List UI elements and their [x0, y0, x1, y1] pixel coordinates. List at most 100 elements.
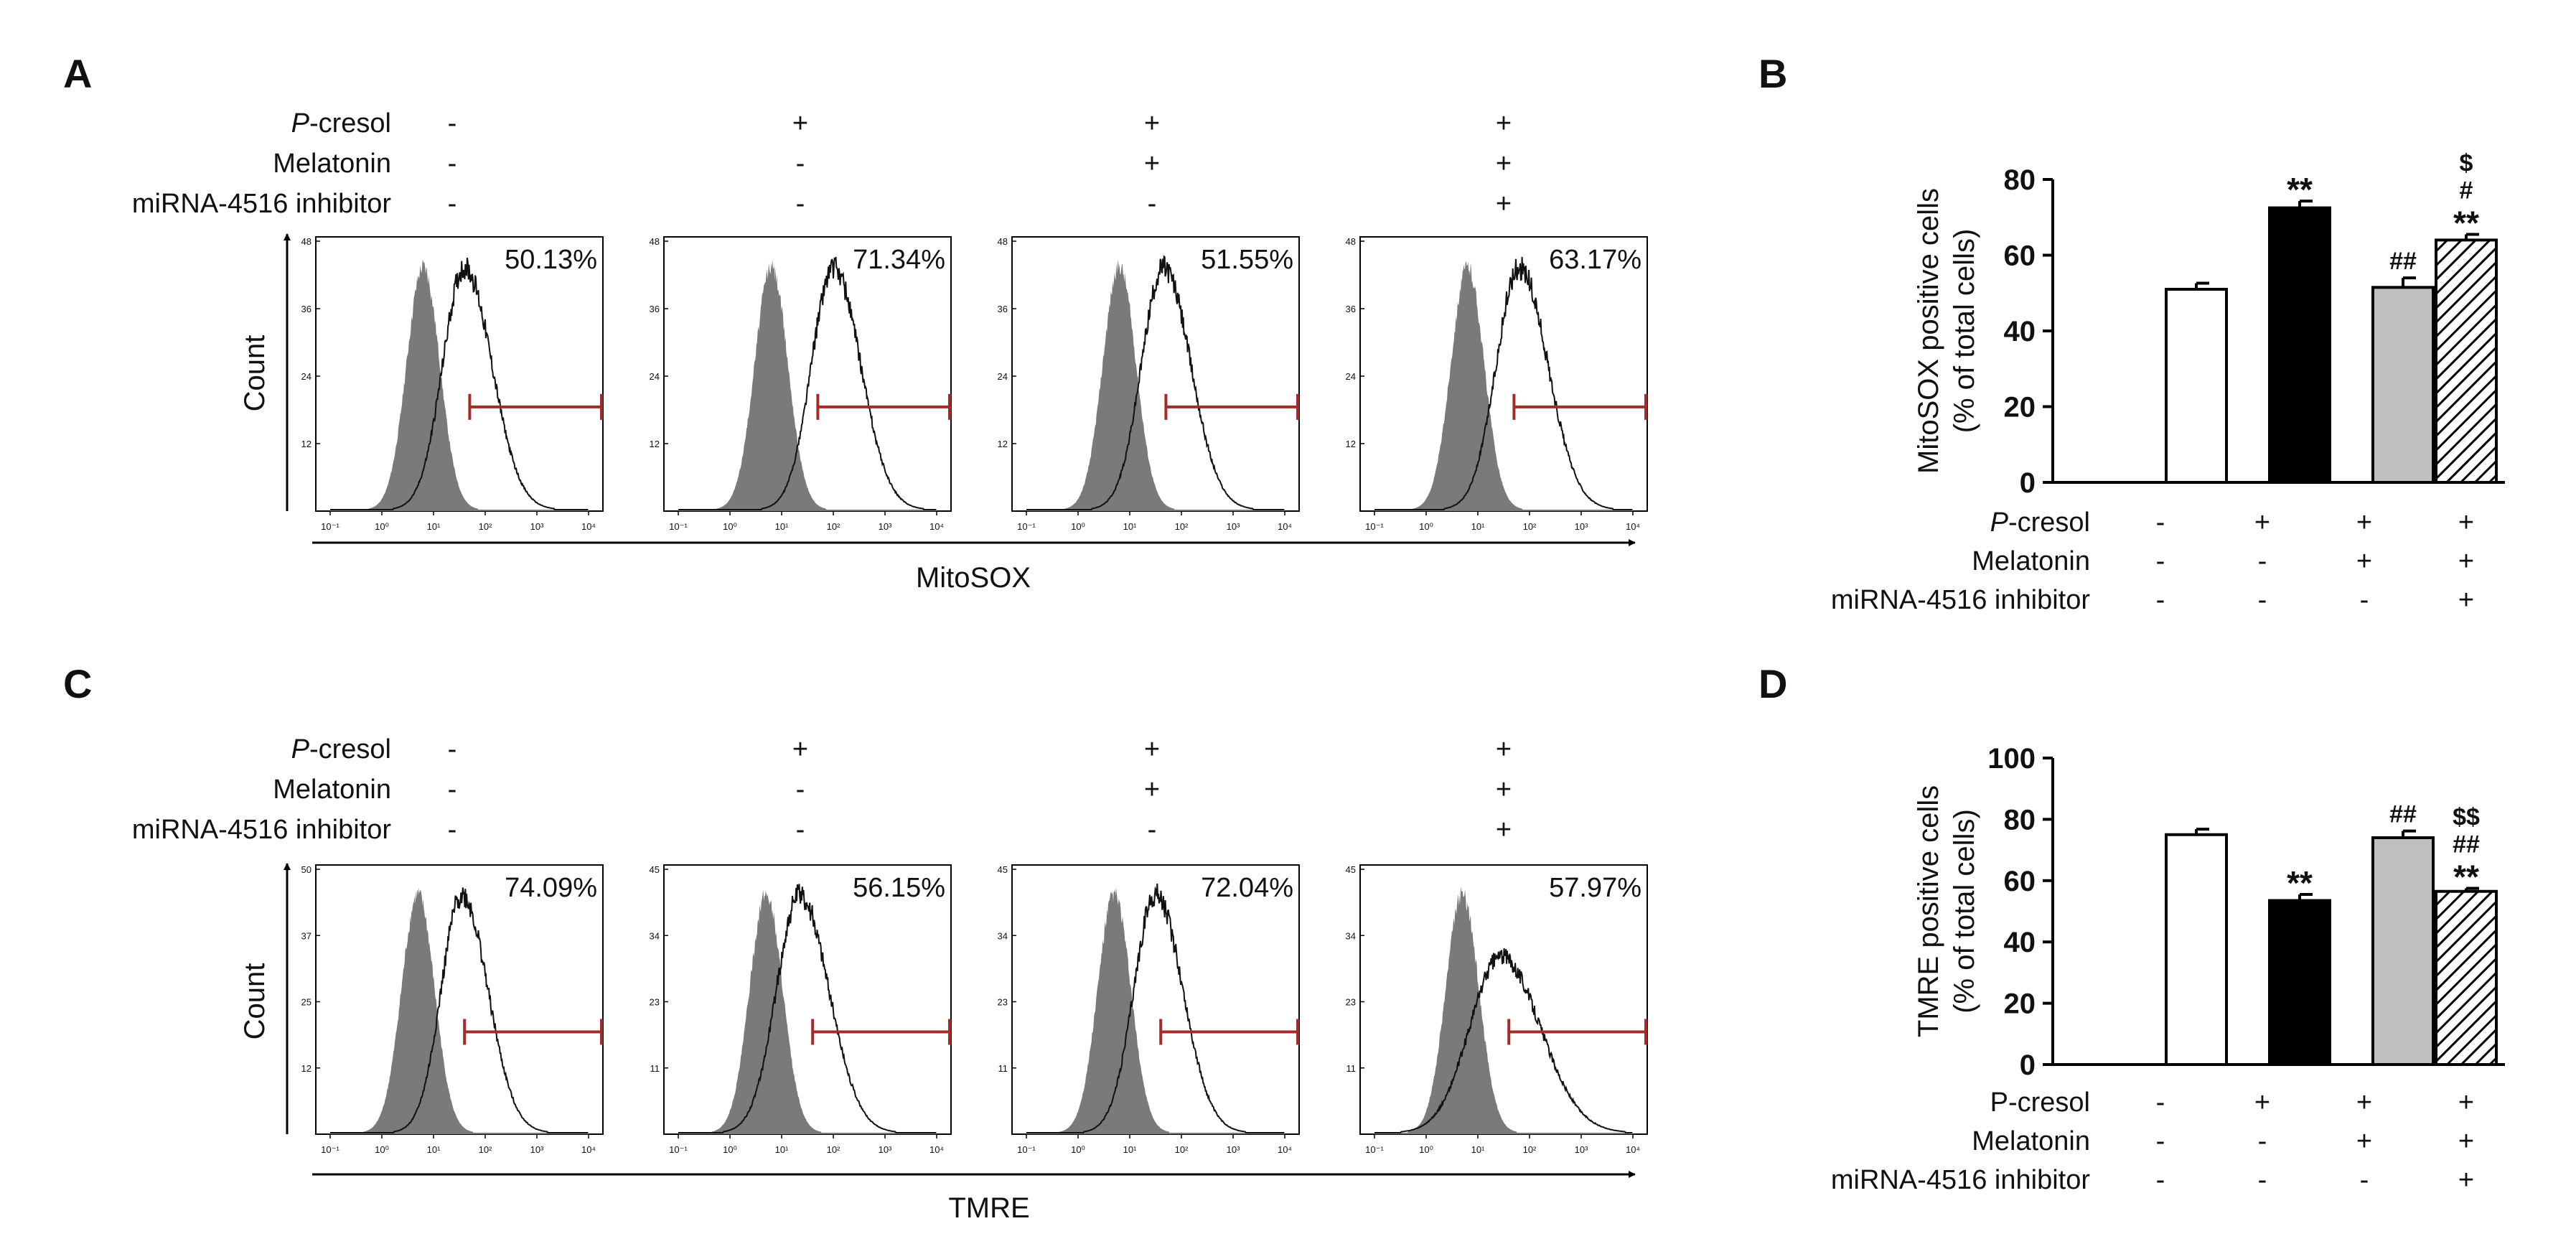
x-tick-label: 10¹	[1123, 521, 1137, 532]
x-tick-label: 10¹	[775, 521, 789, 532]
count-label-c: Count	[239, 963, 271, 1040]
y-tick-label: 48	[650, 236, 660, 247]
treatment-sign: -	[796, 149, 805, 179]
treatment-sign: -	[448, 775, 457, 805]
y-tick-label: 80	[2004, 164, 2036, 196]
panel-a-signs: - + + + - - + + - - - +	[448, 108, 1512, 219]
y-tick-label: 12	[650, 439, 660, 449]
x-tick-label: 10⁻¹	[669, 1144, 688, 1155]
treatment-sign: +	[1144, 734, 1160, 764]
sample-histogram	[678, 256, 937, 510]
histogram-plot: 10⁻¹ 10⁰ 10¹ 10² 10³ 10⁴ 12 24 36 48 51.55%	[998, 236, 1300, 532]
gate-percentage: 57.97%	[1549, 873, 1641, 903]
treatment-sign: +	[2356, 508, 2372, 538]
y-tick-label: 25	[301, 997, 312, 1008]
treatment-sign: -	[2258, 546, 2267, 576]
label-mirna-inhibitor-c: miRNA-4516 inhibitor	[132, 815, 391, 845]
x-tick-label: 10⁻¹	[1017, 1144, 1036, 1155]
y-tick-label: 45	[1346, 864, 1356, 875]
x-tick-label: 10²	[1523, 521, 1537, 532]
x-tick-label: 10⁴	[1626, 521, 1640, 532]
x-tick-label: 10⁻¹	[321, 1144, 339, 1155]
treatment-sign: -	[796, 189, 805, 219]
control-histogram	[678, 889, 937, 1134]
x-tick-label: 10⁴	[1278, 521, 1292, 532]
panel-letter-a: A	[63, 51, 92, 96]
significance-mark: **	[2453, 858, 2479, 895]
control-histogram	[330, 887, 589, 1134]
y-tick-label: 24	[650, 371, 660, 382]
histogram-plot: 10⁻¹ 10⁰ 10¹ 10² 10³ 10⁴ 12 24 36 48 50.13%	[301, 236, 604, 532]
x-tick-label: 10⁻¹	[669, 521, 688, 532]
y-tick-label: 24	[301, 371, 312, 382]
y-tick-label: 60	[2004, 240, 2036, 272]
treatment-sign: +	[2458, 585, 2474, 615]
panel-d-signs: - + + + - - + + - - - +	[2156, 1088, 2474, 1195]
x-tick-label: 10⁰	[1419, 1144, 1433, 1155]
y-tick-label: 12	[998, 439, 1008, 449]
treatment-sign: +	[1144, 149, 1160, 179]
treatment-sign: -	[1148, 189, 1157, 219]
bar	[2435, 889, 2498, 1066]
y-tick-label: 23	[998, 997, 1008, 1008]
x-tick-label: 10¹	[1471, 1144, 1485, 1155]
y-axis-label-line-1: MitoSOX positive cells	[1913, 188, 1944, 474]
y-tick-label: 11	[650, 1063, 660, 1074]
x-tick-label: 10⁴	[581, 521, 596, 532]
x-tick-label: 10⁻¹	[1017, 521, 1036, 532]
y-tick-label: 34	[998, 930, 1008, 941]
y-tick-label: 20	[2004, 988, 2036, 1020]
label-melatonin-b: Melatonin	[1972, 546, 2090, 576]
label-p-cresol-d: P-cresol	[1990, 1088, 2090, 1118]
sample-histogram	[1374, 948, 1633, 1133]
x-tick-label: 10¹	[427, 521, 441, 532]
histogram-frame	[663, 236, 952, 512]
treatment-sign: +	[2458, 508, 2474, 538]
significance-mark: **	[2453, 204, 2479, 241]
treatment-sign: +	[792, 108, 808, 139]
y-tick-label: 12	[301, 439, 312, 449]
y-tick-label: 36	[1346, 304, 1356, 314]
treatment-sign: -	[2156, 1126, 2165, 1156]
treatment-sign: -	[2156, 585, 2165, 615]
x-tick-label: 10²	[1175, 1144, 1189, 1155]
treatment-sign: +	[2458, 1088, 2474, 1118]
treatment-sign: -	[796, 815, 805, 845]
label-melatonin-a: Melatonin	[273, 149, 391, 179]
x-tick-label: 10⁰	[723, 521, 737, 532]
panel-b-signs: - + + + - - + + - - - +	[2156, 508, 2474, 615]
y-tick-label: 36	[998, 304, 1008, 314]
y-tick-label: 0	[2020, 467, 2036, 499]
panel-c-treatment-labels: P-cresol Melatonin miRNA-4516 inhibitor	[132, 734, 391, 845]
treatment-sign: +	[792, 734, 808, 764]
sample-histogram	[1026, 255, 1285, 510]
x-tick-label: 10²	[1523, 1144, 1537, 1155]
treatment-sign: -	[448, 149, 457, 179]
treatment-sign: +	[1144, 775, 1160, 805]
x-tick-label: 10²	[1175, 521, 1189, 532]
significance-mark: #	[2460, 177, 2473, 204]
histogram-plot: 10⁻¹ 10⁰ 10¹ 10² 10³ 10⁴ 11 23 34 45 56.15%	[650, 864, 952, 1155]
histogram-frame	[1359, 236, 1648, 512]
bar	[2268, 206, 2331, 484]
label-p-cresol-b: P-cresol	[1990, 508, 2090, 538]
histogram-frame	[1011, 864, 1300, 1135]
treatment-sign: -	[2360, 1165, 2369, 1195]
histogram-frame	[315, 236, 604, 512]
y-tick-label: 24	[998, 371, 1008, 382]
treatment-sign: +	[1496, 108, 1512, 139]
y-axis-label-line-2: (% of total cells)	[1949, 229, 1980, 434]
y-tick-label: 60	[2004, 866, 2036, 897]
y-tick-label: 80	[2004, 804, 2036, 836]
label-melatonin-c: Melatonin	[273, 775, 391, 805]
x-tick-label: 10²	[479, 1144, 492, 1155]
x-tick-label: 10⁴	[929, 1144, 944, 1155]
y-tick-label: 12	[301, 1063, 312, 1074]
treatment-sign: -	[2258, 585, 2267, 615]
histogram-plot: 10⁻¹ 10⁰ 10¹ 10² 10³ 10⁴ 12 25 37 50 74.09%	[301, 864, 604, 1155]
x-tick-label: 10⁰	[375, 521, 389, 532]
y-tick-label: 23	[650, 997, 660, 1008]
x-tick-label: 10⁴	[929, 521, 944, 532]
treatment-sign: +	[2254, 508, 2270, 538]
label-mirna-inhibitor-d: miRNA-4516 inhibitor	[1831, 1165, 2090, 1195]
